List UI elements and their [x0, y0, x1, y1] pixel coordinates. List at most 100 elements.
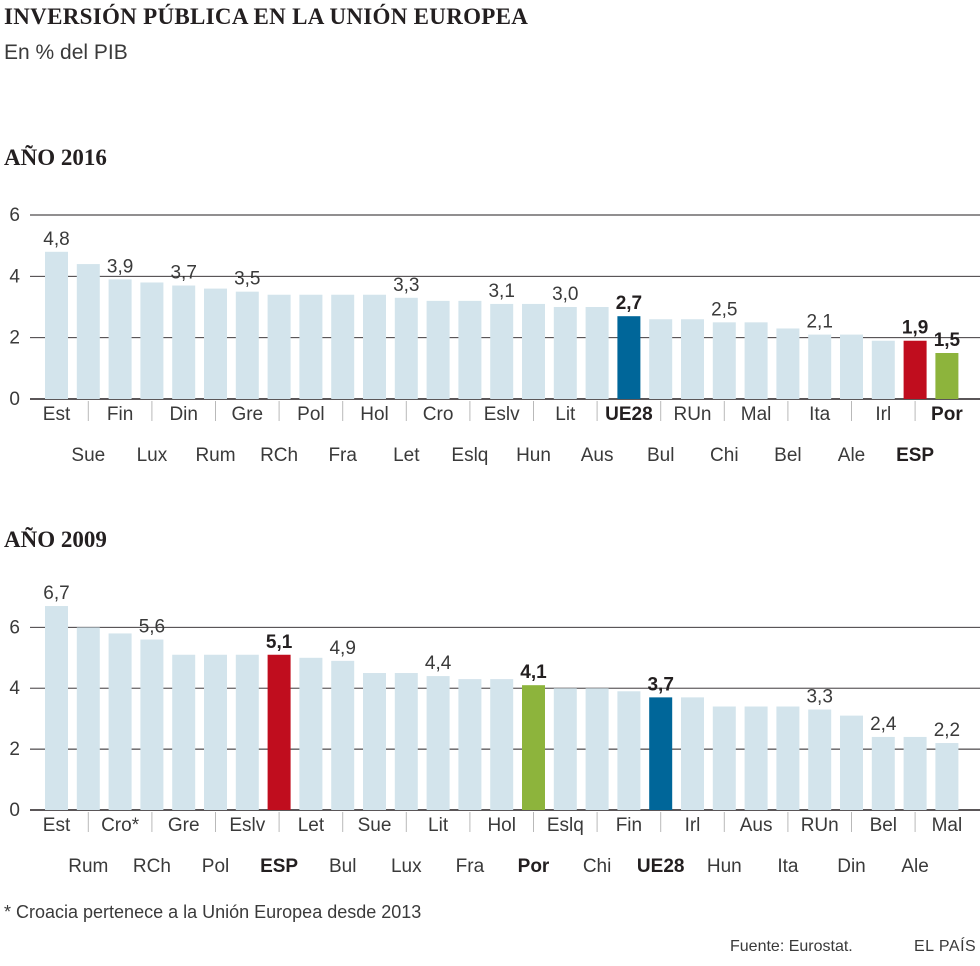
x-tick-label: UE28	[637, 856, 685, 877]
bar-hol	[363, 294, 386, 399]
bar-lit	[426, 676, 450, 810]
x-tick-label: Bul	[329, 856, 356, 877]
bar-ita	[808, 334, 832, 399]
x-tick-label: Ita	[809, 404, 831, 425]
bar-let	[299, 657, 323, 810]
bar-let	[394, 297, 418, 399]
bar-fra	[331, 294, 355, 399]
x-tick-label: Fra	[328, 445, 357, 466]
x-tick-label: RCh	[133, 856, 171, 877]
data-label: 5,6	[139, 617, 165, 638]
x-tick-label: Eslv	[229, 815, 265, 836]
data-label: 3,9	[107, 256, 133, 277]
x-tick-label: Eslv	[484, 404, 520, 425]
bar-din	[172, 285, 196, 399]
bar-run	[808, 709, 832, 810]
bar-est	[45, 606, 68, 810]
x-tick-label: Hol	[360, 404, 389, 425]
data-label: 4,8	[43, 229, 69, 250]
bar-eslv	[235, 654, 259, 810]
bar-ue28	[649, 697, 673, 810]
x-tick-label: Ita	[777, 856, 799, 877]
y-tick-label: 0	[9, 800, 20, 821]
bar-rum	[76, 627, 100, 810]
brand-logo: EL PAÍS	[914, 938, 977, 955]
bar-lux	[394, 673, 418, 810]
x-tick-label: Sue	[71, 445, 105, 466]
bar-eslq	[553, 688, 577, 810]
x-tick-label: Fin	[616, 815, 642, 836]
x-tick-label: Eslq	[547, 815, 584, 836]
y-tick-label: 6	[9, 205, 20, 226]
x-tick-label: Est	[43, 815, 71, 836]
x-tick-label: Hol	[487, 815, 516, 836]
data-label: 2,7	[616, 293, 642, 314]
bar-rch	[267, 294, 291, 399]
data-label: 2,2	[934, 720, 960, 741]
x-tick-label: ESP	[896, 445, 934, 466]
x-tick-label: Mal	[932, 815, 963, 836]
bar-eslv	[490, 303, 514, 399]
bar-pol	[299, 294, 323, 399]
x-tick-label: Lit	[428, 815, 449, 836]
x-tick-label: Ale	[901, 856, 928, 877]
bar-eslq	[458, 300, 482, 399]
data-label: 1,5	[934, 330, 961, 351]
data-label: 3,1	[488, 281, 514, 302]
data-label: 5,1	[266, 632, 293, 653]
data-label: 2,1	[806, 312, 832, 333]
bar-pol	[204, 654, 227, 810]
x-tick-label: Lux	[137, 445, 168, 466]
source-credit: Fuente: Eurostat.	[730, 938, 853, 955]
bar-rum	[204, 288, 227, 399]
bar-por	[522, 685, 545, 810]
x-tick-label: Eslq	[451, 445, 488, 466]
data-label: 4,1	[520, 662, 547, 683]
bar-cro	[426, 300, 450, 399]
bar-chi	[712, 322, 736, 399]
bar-aus	[744, 706, 768, 810]
bar-bul	[649, 319, 673, 399]
data-label: 1,9	[902, 318, 928, 339]
x-tick-label: Aus	[740, 815, 773, 836]
bar-irl	[871, 340, 895, 399]
x-tick-label: Bel	[774, 445, 801, 466]
bar-run	[681, 319, 704, 399]
y-tick-label: 0	[9, 389, 20, 410]
bar-lit	[553, 307, 577, 399]
y-tick-label: 2	[9, 739, 20, 760]
data-label: 4,4	[425, 653, 452, 674]
x-tick-label: Sue	[358, 815, 392, 836]
bar-bul	[331, 660, 355, 810]
bar-sue	[76, 264, 100, 399]
x-tick-label: Rum	[195, 445, 235, 466]
x-tick-label: Lit	[555, 404, 576, 425]
y-tick-label: 4	[9, 266, 20, 287]
bar-esp	[267, 654, 291, 810]
bar-mal	[935, 743, 959, 810]
chart-subtitle: En % del PIB	[4, 41, 128, 64]
x-tick-label: Irl	[685, 815, 701, 836]
bar-aus	[585, 307, 609, 399]
x-tick-label: RCh	[260, 445, 298, 466]
bar-ale	[903, 736, 927, 810]
bar-fra	[458, 679, 482, 810]
section-title-2009: AÑO 2009	[4, 527, 107, 552]
bar-hun	[712, 706, 736, 810]
bar-fin	[617, 691, 641, 810]
x-tick-label: RUn	[801, 815, 839, 836]
bar-ita	[776, 706, 800, 810]
x-tick-label: Gre	[231, 404, 263, 425]
bar-fin	[108, 279, 132, 399]
bar-por	[935, 353, 959, 399]
x-tick-label: Fin	[107, 404, 133, 425]
bar-hol	[490, 679, 514, 810]
bar-rch	[140, 639, 164, 810]
x-tick-label: Mal	[741, 404, 772, 425]
bar-lux	[140, 282, 164, 399]
bar-bel	[776, 328, 800, 399]
x-tick-label: Hun	[516, 445, 551, 466]
y-tick-label: 4	[9, 678, 20, 699]
data-label: 2,5	[711, 299, 737, 320]
